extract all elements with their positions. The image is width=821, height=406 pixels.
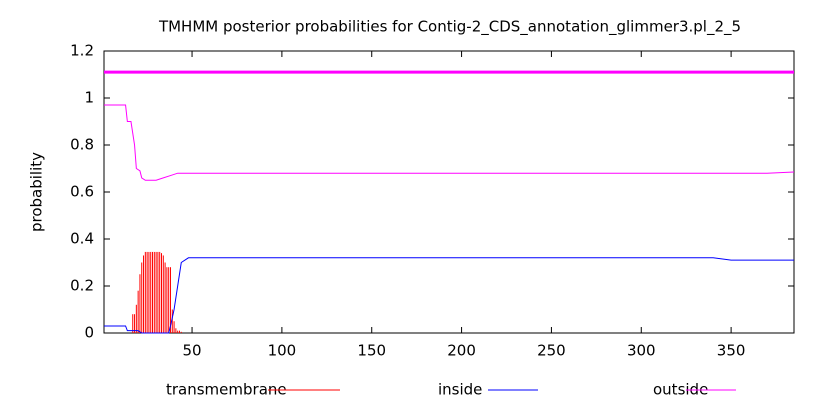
chart-title: TMHMM posterior probabilities for Contig…: [158, 18, 741, 37]
x-tick-label: 150: [357, 342, 386, 360]
x-tick-label: 200: [447, 342, 476, 360]
plot-frame: [103, 50, 795, 334]
x-tick-label: 100: [268, 342, 297, 360]
y-tick-label: 0.4: [70, 230, 94, 248]
y-axis-label: probability: [28, 152, 46, 232]
y-tick-label: 1.2: [70, 42, 94, 60]
y-tick-label: 1: [84, 89, 94, 107]
y-tick-label: 0.6: [70, 183, 94, 201]
legend-label: inside: [438, 381, 482, 399]
y-tick-label: 0: [84, 324, 94, 342]
legend-label: transmembrane: [166, 381, 287, 399]
series-line: [104, 257, 794, 334]
x-tick-label: 250: [537, 342, 566, 360]
y-tick-label: 0.8: [70, 136, 94, 154]
legend-label: outside: [653, 381, 708, 399]
series-line: [104, 104, 795, 181]
x-tick-label: 50: [183, 342, 202, 360]
y-tick-label: 0.2: [70, 277, 94, 295]
x-tick-label: 300: [627, 342, 656, 360]
x-tick-label: 350: [717, 342, 746, 360]
